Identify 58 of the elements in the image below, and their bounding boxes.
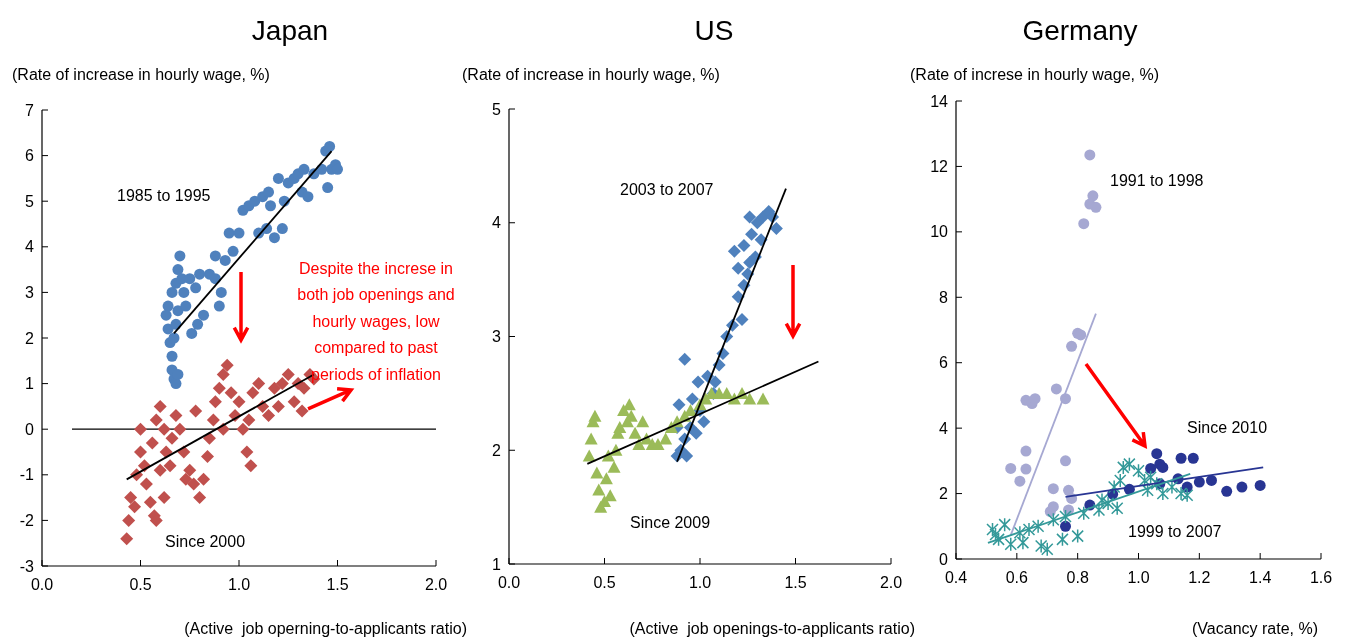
y-tick-label: 7 [25, 101, 35, 119]
y-tick-label: 5 [492, 100, 502, 118]
x-axis-title: (Active job operning-to-applicants ratio) [184, 620, 467, 637]
y-tick-label: 10 [930, 223, 949, 241]
y-tick-label: 4 [939, 419, 949, 437]
y-tick-label: 4 [492, 214, 502, 232]
chart-title: Germany [1022, 15, 1138, 46]
x-tick-label: 0.5 [129, 576, 152, 593]
x-tick-label: 1.0 [227, 576, 251, 593]
y-tick-label: 6 [939, 354, 949, 372]
y-tick-label: 2 [492, 441, 502, 459]
chart-title: Japan [251, 15, 329, 46]
x-tick-label: 1.6 [1309, 569, 1333, 586]
x-tick-label: 0.0 [497, 574, 521, 591]
y-tick-label: 1 [492, 555, 502, 573]
x-tick-label: 1.2 [1188, 569, 1211, 586]
x-tick-label: 1.5 [784, 574, 807, 591]
y-tick-label: 3 [492, 328, 502, 346]
annotation: 2003 to 2007 [620, 180, 714, 198]
y-tick-label: -1 [19, 466, 35, 484]
y-axis-title: (Rate of increse in hourly wage, %) [910, 66, 1159, 83]
y-tick-label: 12 [930, 158, 949, 176]
annotation: 1985 to 1995 [117, 186, 211, 204]
y-tick-label: -3 [19, 557, 35, 575]
y-tick-label: -2 [19, 512, 35, 529]
chart-title: US [694, 15, 734, 46]
x-axis-title: (Active job openings-to-applicants ratio) [629, 620, 915, 637]
y-tick-label: 0 [939, 550, 949, 568]
x-tick-label: 1.0 [688, 574, 712, 591]
x-tick-label: 0.5 [593, 574, 616, 591]
y-tick-label: 5 [25, 192, 35, 210]
y-tick-label: 2 [25, 329, 35, 347]
y-axis-title: (Rate of increase in hourly wage, %) [462, 66, 720, 83]
y-tick-label: 14 [930, 92, 949, 110]
x-tick-label: 2.0 [879, 574, 903, 591]
annotation: Since 2010 [1187, 418, 1268, 436]
annotation: Since 2009 [630, 513, 711, 531]
y-tick-label: 6 [25, 147, 35, 165]
x-tick-label: 1.5 [326, 576, 349, 593]
x-tick-label: 1.0 [1127, 569, 1150, 586]
x-tick-label: 0.0 [30, 576, 54, 593]
annotation: 1999 to 2007 [1128, 522, 1222, 540]
y-tick-label: 8 [939, 288, 949, 306]
x-tick-label: 0.4 [944, 569, 968, 586]
y-tick-label: 4 [25, 238, 35, 256]
y-axis-title: (Rate of increase in hourly wage, %) [12, 66, 270, 83]
annotation: Despite the increse in both job openings and hourly wages, low compared to past periods of inflation [297, 259, 455, 383]
annotation: Since 2000 [165, 532, 246, 550]
y-tick-label: 3 [25, 284, 35, 301]
x-tick-label: 0.6 [1005, 569, 1029, 586]
x-tick-label: 1.4 [1249, 569, 1272, 586]
y-tick-label: 1 [25, 375, 35, 393]
annotation: 1991 to 1998 [1110, 171, 1204, 189]
x-axis-title: (Vacancy rate, %) [1192, 620, 1318, 637]
y-tick-label: 2 [939, 485, 949, 503]
x-tick-label: 0.8 [1066, 569, 1089, 586]
x-tick-label: 2.0 [424, 576, 448, 593]
y-tick-label: 0 [25, 420, 35, 438]
